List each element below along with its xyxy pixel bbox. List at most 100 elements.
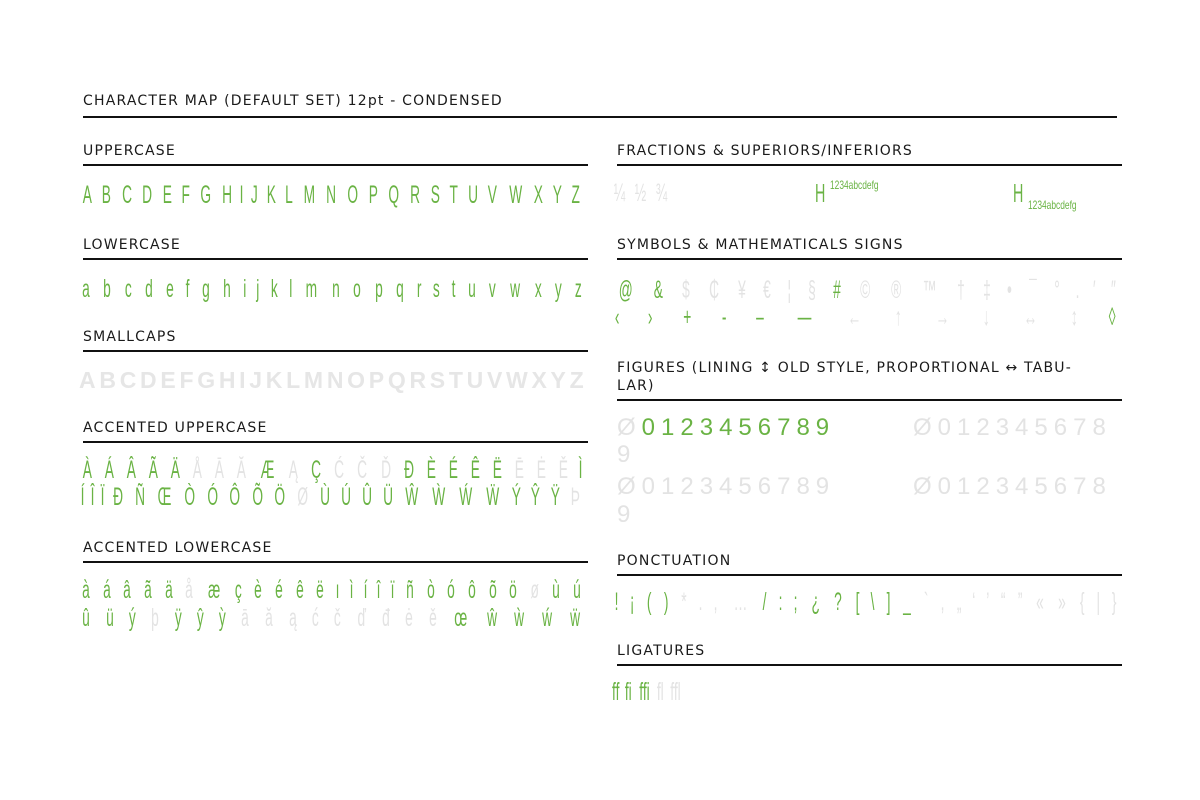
glyph: L xyxy=(285,181,294,209)
glyph: Â xyxy=(126,456,136,484)
glyph: — xyxy=(797,303,812,331)
glyph: ÿ xyxy=(174,604,182,632)
section-rule xyxy=(83,350,588,352)
glyph: K xyxy=(266,181,276,209)
glyph: V xyxy=(488,181,498,209)
glyph: - xyxy=(721,303,727,331)
glyph: Q xyxy=(387,367,406,393)
glyph: W xyxy=(508,181,522,209)
section-rule xyxy=(83,441,588,443)
glyph: Ą xyxy=(288,456,298,484)
glyph: F xyxy=(181,181,190,209)
glyph: ff xyxy=(612,678,620,706)
glyph: B xyxy=(102,181,112,209)
glyph: w xyxy=(510,275,521,303)
glyph: Ẃ xyxy=(459,483,473,511)
glyph: ‡ xyxy=(982,276,991,304)
glyph: ‘ xyxy=(972,588,976,616)
glyph: Z xyxy=(571,181,581,209)
glyph: Ö xyxy=(274,483,286,511)
glyph: O xyxy=(347,367,366,393)
figures: 9 xyxy=(617,441,637,468)
glyph: ¦ xyxy=(787,276,792,304)
figure-cell: 9 xyxy=(617,441,636,469)
glyph: S xyxy=(430,181,440,209)
glyph: . xyxy=(698,588,703,616)
glyph: á xyxy=(102,576,111,604)
glyph: „ xyxy=(956,588,962,616)
section-heading: SMALLCAPS xyxy=(83,329,177,345)
glyph: R xyxy=(410,181,421,209)
glyph: ı xyxy=(335,576,340,604)
section-rule xyxy=(83,561,588,563)
glyph: Û xyxy=(362,483,373,511)
glyph: , xyxy=(714,588,718,616)
glyph: › xyxy=(648,303,653,331)
glyph: Œ xyxy=(157,483,172,511)
figures: Ø0123456789 xyxy=(617,473,836,500)
glyph: / xyxy=(762,588,767,616)
glyph: ï xyxy=(390,576,395,604)
inferior: 1234abcdefg xyxy=(1028,198,1077,212)
glyph: R xyxy=(409,367,427,393)
glyph: I xyxy=(240,181,244,209)
figure-cell: Ø012345678 xyxy=(913,414,1112,442)
glyph: ? xyxy=(834,588,843,616)
glyph: X xyxy=(531,367,547,393)
glyph: & xyxy=(654,276,664,304)
glyph: ← xyxy=(847,303,862,331)
glyph: K xyxy=(265,367,283,393)
glyph: ( xyxy=(647,588,652,616)
glyph: L xyxy=(286,367,301,393)
glyph: ẁ xyxy=(514,604,525,632)
section-heading: LOWERCASE xyxy=(83,237,181,253)
glyph: ù xyxy=(552,576,560,604)
glyph: X xyxy=(533,181,543,209)
glyph: © xyxy=(860,276,871,304)
glyph: H xyxy=(221,181,232,209)
glyph: Y xyxy=(552,181,563,209)
glyph: a xyxy=(82,275,90,303)
glyph: ó xyxy=(447,576,455,604)
glyph: Ã xyxy=(148,456,158,484)
glyph: ′ xyxy=(1093,276,1097,304)
glyph: ẃ xyxy=(542,604,553,632)
glyph: Y xyxy=(550,367,566,393)
glyph: D xyxy=(142,181,153,209)
glyph: ¯ xyxy=(1029,276,1037,304)
glyph: F xyxy=(179,367,194,393)
glyph: Ð xyxy=(113,483,124,511)
glyph: ă xyxy=(265,604,273,632)
glyph: A xyxy=(79,367,96,393)
glyph: I xyxy=(239,367,246,393)
glyph: đ xyxy=(381,604,390,632)
glyph: • xyxy=(1007,276,1013,304)
glyph: Ú xyxy=(340,483,351,511)
glyph: ↑ xyxy=(895,303,903,331)
glyph: õ xyxy=(488,576,497,604)
glyph: Ñ xyxy=(134,483,145,511)
glyph: ½ xyxy=(634,179,647,207)
glyph-row: ! ¡ () *., … /:; ¿? [\] _ `, „ ‘ ’ “ ” « » {|} xyxy=(613,587,1118,617)
glyph: k xyxy=(270,275,278,303)
section-rule xyxy=(617,574,1122,576)
glyph: Ă xyxy=(236,456,246,484)
glyph: ê xyxy=(295,576,304,604)
glyph: v xyxy=(488,275,496,303)
glyph: ↕ xyxy=(1070,303,1078,331)
glyph: j xyxy=(255,275,259,303)
glyph: ā xyxy=(241,604,250,632)
glyph: P xyxy=(368,181,378,209)
glyph: Đ xyxy=(404,456,414,484)
glyph: ø xyxy=(530,576,539,604)
glyph: } xyxy=(1111,588,1117,616)
glyph: S xyxy=(429,367,446,393)
glyph: ; xyxy=(793,588,798,616)
glyph: P xyxy=(368,367,385,393)
glyph: ` xyxy=(924,588,929,616)
glyph: ą xyxy=(288,604,297,632)
glyph: Á xyxy=(104,456,114,484)
glyph: å xyxy=(185,576,194,604)
